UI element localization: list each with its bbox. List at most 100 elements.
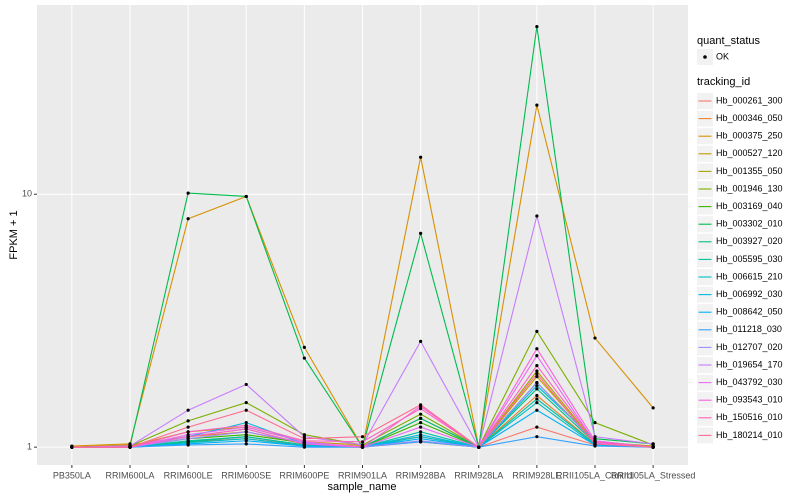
point bbox=[535, 372, 539, 376]
x-tick-label: RRIM901LA bbox=[338, 470, 387, 480]
point bbox=[535, 401, 539, 405]
legend-label: Hb_006615_210 bbox=[716, 271, 783, 281]
y-tick-label: 1 bbox=[27, 442, 32, 452]
point bbox=[186, 425, 190, 429]
point bbox=[593, 435, 597, 439]
point bbox=[128, 445, 132, 449]
x-tick-label: RRIM600LE bbox=[164, 470, 213, 480]
point bbox=[244, 194, 248, 199]
point bbox=[419, 339, 423, 343]
point bbox=[186, 435, 190, 439]
point bbox=[535, 364, 539, 368]
point bbox=[593, 442, 597, 446]
legend-label: Hb_001946_130 bbox=[716, 183, 783, 193]
y-tick-label: 10 bbox=[22, 189, 32, 199]
x-axis-label: sample_name bbox=[327, 481, 396, 493]
legend-label: Hb_003302_010 bbox=[716, 219, 783, 229]
point bbox=[186, 191, 190, 195]
point bbox=[244, 439, 248, 443]
legend-label: Hb_012707_020 bbox=[716, 342, 783, 352]
x-tick-label: RRII105LA_Stressed bbox=[611, 470, 696, 480]
point bbox=[419, 412, 423, 416]
point bbox=[302, 356, 306, 360]
point bbox=[419, 425, 423, 429]
point bbox=[186, 419, 190, 423]
legend-label: Hb_093543_010 bbox=[716, 395, 783, 405]
point bbox=[419, 433, 423, 437]
point bbox=[535, 408, 539, 412]
point bbox=[244, 401, 248, 405]
point bbox=[535, 369, 539, 373]
legend-title: tracking_id bbox=[697, 76, 750, 88]
point bbox=[535, 354, 539, 358]
point bbox=[535, 25, 539, 29]
point bbox=[302, 442, 306, 446]
point bbox=[535, 384, 539, 388]
point bbox=[244, 430, 248, 434]
point bbox=[419, 430, 423, 434]
point bbox=[477, 445, 481, 449]
legend-label: Hb_000261_300 bbox=[716, 95, 783, 105]
x-tick-label: RRII105LA_Control bbox=[556, 470, 634, 480]
point bbox=[70, 445, 74, 449]
legend-title: quant_status bbox=[697, 35, 760, 47]
point bbox=[419, 416, 423, 420]
point bbox=[593, 421, 597, 425]
point bbox=[535, 214, 539, 218]
point bbox=[419, 407, 423, 411]
x-tick-label: RRIM928LE bbox=[512, 470, 561, 480]
legend-label: Hb_001355_050 bbox=[716, 166, 783, 176]
point bbox=[419, 155, 423, 159]
point bbox=[302, 445, 306, 449]
x-tick-label: RRIM600SE bbox=[221, 470, 271, 480]
x-tick-label: RRIM600PE bbox=[279, 470, 329, 480]
legend-point bbox=[703, 55, 707, 59]
point bbox=[360, 445, 365, 449]
point bbox=[593, 336, 597, 340]
legend-label: Hb_011218_030 bbox=[716, 324, 782, 334]
point bbox=[651, 406, 655, 410]
legend-label: Hb_000527_120 bbox=[716, 148, 783, 158]
point bbox=[535, 329, 539, 333]
point bbox=[302, 437, 306, 441]
legend-label: Hb_180214_010 bbox=[716, 430, 783, 440]
point bbox=[244, 421, 248, 425]
point bbox=[419, 439, 423, 443]
point bbox=[302, 345, 306, 349]
y-axis-label: FPKM + 1 bbox=[8, 210, 20, 259]
legend-label: Hb_006992_030 bbox=[716, 289, 783, 299]
point bbox=[186, 443, 190, 447]
point bbox=[360, 440, 365, 444]
x-tick-label: PB350LA bbox=[53, 470, 91, 480]
point bbox=[419, 231, 423, 236]
point bbox=[186, 430, 190, 434]
point bbox=[244, 423, 248, 427]
x-tick-label: RRIM600LA bbox=[105, 470, 154, 480]
point bbox=[244, 442, 248, 446]
legend-label: Hb_000375_250 bbox=[716, 131, 783, 141]
legend-label: Hb_000346_050 bbox=[716, 113, 783, 123]
point bbox=[186, 217, 190, 221]
legend-label: Hb_150516_010 bbox=[716, 412, 783, 422]
point bbox=[244, 427, 248, 431]
point bbox=[244, 382, 248, 387]
point bbox=[244, 408, 248, 412]
point bbox=[535, 347, 539, 351]
point bbox=[535, 393, 539, 398]
point bbox=[419, 421, 423, 425]
point bbox=[360, 435, 365, 439]
point bbox=[535, 380, 539, 385]
point bbox=[651, 442, 655, 446]
legend-label: Hb_005595_030 bbox=[716, 254, 783, 264]
point bbox=[535, 375, 539, 379]
point bbox=[651, 445, 655, 449]
legend-label: Hb_008642_050 bbox=[716, 307, 783, 317]
legend-label: Hb_003169_040 bbox=[716, 201, 783, 211]
point bbox=[535, 387, 539, 391]
x-tick-label: RRIM928BA bbox=[396, 470, 446, 480]
point bbox=[535, 103, 539, 107]
point bbox=[419, 403, 423, 407]
point bbox=[186, 408, 190, 412]
point bbox=[535, 397, 539, 401]
